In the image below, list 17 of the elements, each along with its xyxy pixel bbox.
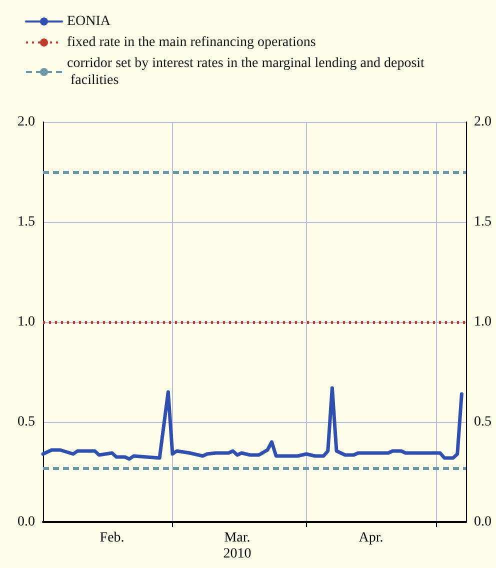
y2-tick-label: 0.0 bbox=[474, 514, 492, 530]
x-tick-label: Mar. 2010 bbox=[223, 530, 252, 562]
y-tick-label: 0.0 bbox=[18, 514, 35, 530]
y-tick-label: 2.0 bbox=[18, 114, 35, 130]
y2-tick-label: 0.5 bbox=[474, 414, 492, 430]
x-tick-label: Feb. bbox=[100, 530, 124, 546]
y2-tick-label: 1.0 bbox=[474, 314, 492, 330]
legend-label: EONIA bbox=[67, 14, 112, 29]
line-series bbox=[41, 386, 464, 461]
legend-label: fixed rate in the main refinancing operations bbox=[67, 35, 316, 50]
y-tick-label: 1.5 bbox=[18, 214, 35, 230]
legend-label: corridor set by interest rates in the marginal lending and deposit facilities bbox=[67, 56, 425, 88]
y-tick-label: 1.0 bbox=[18, 314, 35, 330]
y-tick-label: 0.5 bbox=[18, 414, 35, 430]
y2-tick-label: 1.5 bbox=[474, 214, 492, 230]
x-tick-label: Apr. bbox=[358, 530, 384, 546]
y2-tick-label: 2.0 bbox=[474, 114, 492, 130]
